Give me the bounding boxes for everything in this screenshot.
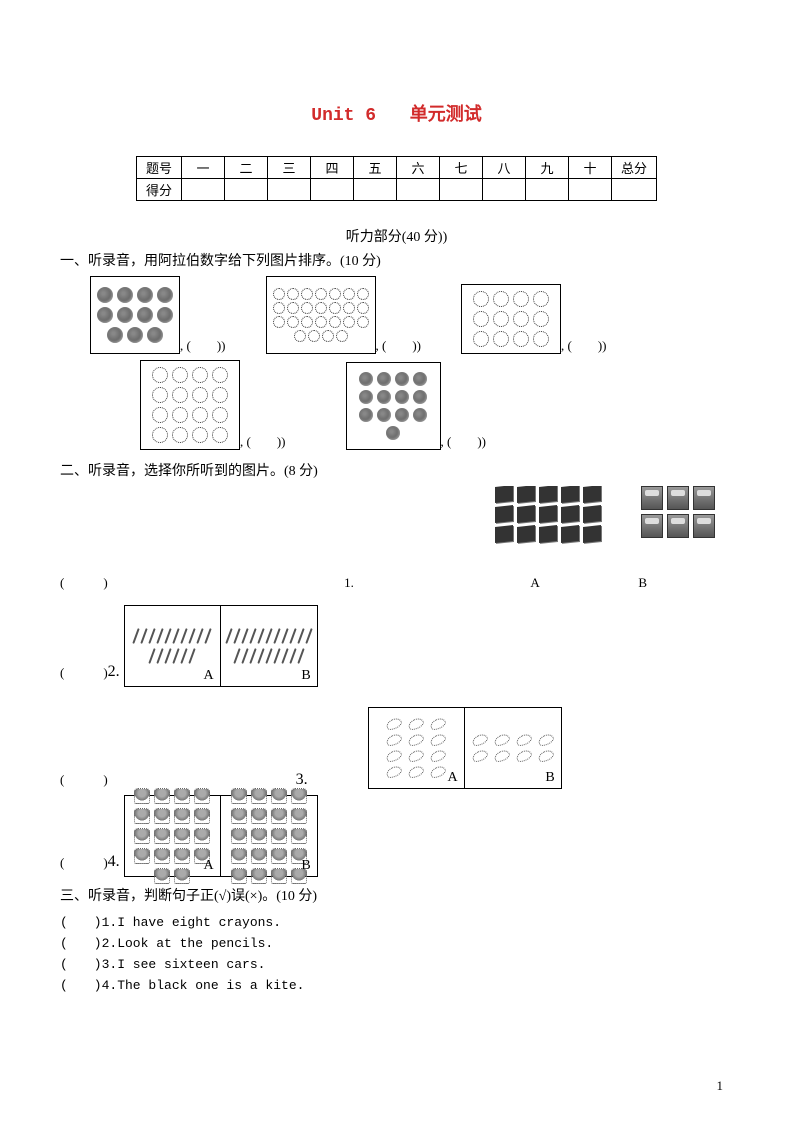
- q2-half-a: [489, 486, 627, 546]
- q2-half-b: B: [465, 708, 561, 788]
- q2-half-a: A: [369, 708, 465, 788]
- table-row: 题号 一 二 三 四 五 六 七 八 九 十 总分: [137, 157, 657, 179]
- q1-image: [461, 284, 561, 354]
- q2-image-pair: A B: [368, 707, 562, 789]
- q2-heading: 二、听录音，选择你所听到的图片。(8 分): [60, 460, 733, 480]
- q1-image: [90, 276, 180, 354]
- q1-item: , ( )): [266, 276, 422, 354]
- q3-sentence[interactable]: ( )4.The black one is a kite.: [60, 974, 733, 993]
- q1-heading: 一、听录音，用阿拉伯数字给下列图片排序。(10 分): [60, 250, 733, 270]
- q2-item-1: ( ) 1. A B: [60, 486, 733, 599]
- q2-image-pair: [489, 486, 733, 546]
- title-cn: 单元测试: [410, 104, 482, 124]
- q1-item: , ( )): [461, 284, 607, 354]
- q1-row1: , ( )) , ( )) , ( )): [90, 276, 733, 354]
- q2-half-a: A: [125, 796, 221, 876]
- row-label: 题号: [137, 157, 182, 179]
- q1-image: [140, 360, 240, 450]
- q2-image-pair: A B: [124, 605, 318, 687]
- q3-heading: 三、听录音，判断句子正(√)误(×)。(10 分): [60, 885, 733, 905]
- q2-half-a: A: [125, 606, 221, 686]
- q3-sentence[interactable]: ( )3.I see sixteen cars.: [60, 953, 733, 972]
- row-label: 得分: [137, 179, 182, 201]
- q1-image: [346, 362, 441, 450]
- q2-image-pair: A B: [124, 795, 318, 877]
- q1-item: , ( )): [346, 362, 487, 450]
- q2-half-b: B: [221, 796, 317, 876]
- listening-header: 听力部分(40 分)): [60, 226, 733, 246]
- score-table: 题号 一 二 三 四 五 六 七 八 九 十 总分 得分: [136, 156, 657, 201]
- title-en: Unit 6: [311, 106, 376, 126]
- worksheet-page: Unit 6 单元测试 题号 一 二 三 四 五 六 七 八 九 十 总分 得分…: [0, 0, 793, 1122]
- q1-item: , ( )): [90, 276, 226, 354]
- q1-item: , ( )): [140, 360, 286, 450]
- q2-half-b: [627, 486, 733, 546]
- q1-row2: , ( )) , ( )): [140, 360, 733, 450]
- table-row: 得分: [137, 179, 657, 201]
- q3-sentence[interactable]: ( )2.Look at the pencils.: [60, 932, 733, 951]
- q2-item-3: ( ) 3. A B: [60, 707, 733, 789]
- page-title: Unit 6 单元测试: [60, 100, 733, 126]
- q2-half-b: B: [221, 606, 317, 686]
- page-number: 1: [717, 1078, 724, 1094]
- q1-image: [266, 276, 376, 354]
- q3-sentence[interactable]: ( )1.I have eight crayons.: [60, 911, 733, 930]
- q2-item-2: ( ) 2. A B: [60, 605, 733, 687]
- q2-item-4: ( ) 4. A B: [60, 795, 733, 877]
